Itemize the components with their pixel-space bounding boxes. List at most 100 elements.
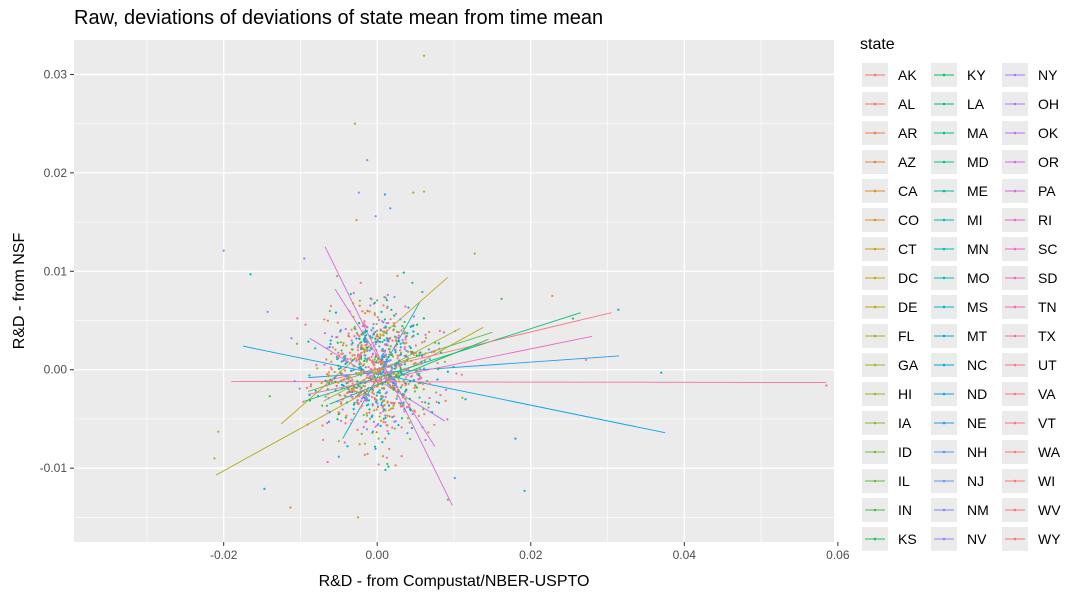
data-point: [363, 378, 366, 382]
data-point: [333, 370, 336, 374]
legend-label: NH: [967, 444, 987, 460]
data-point: [399, 346, 402, 349]
data-point: [330, 352, 333, 356]
data-point: [392, 381, 395, 385]
data-point: [408, 421, 411, 424]
data-point: [326, 460, 329, 464]
data-point: [352, 388, 355, 391]
legend-label: HI: [898, 386, 912, 402]
data-point: [375, 348, 378, 352]
legend-item-nd: ND: [931, 382, 987, 406]
data-point: [326, 380, 329, 384]
data-point: [379, 367, 383, 370]
data-point: [399, 402, 402, 405]
data-point: [361, 324, 364, 328]
legend-key-point: [873, 189, 877, 193]
data-point: [379, 328, 382, 331]
data-point: [375, 353, 378, 356]
data-point: [334, 380, 337, 383]
data-point: [389, 207, 392, 210]
data-point: [379, 411, 382, 415]
data-point: [366, 371, 369, 375]
legend-key-point: [942, 363, 946, 367]
data-point: [345, 344, 348, 347]
data-point: [374, 341, 378, 344]
legend-key-point: [873, 305, 877, 309]
data-point: [377, 371, 380, 374]
data-point: [340, 349, 343, 352]
legend-item-ar: AR: [862, 121, 917, 145]
data-point: [386, 424, 389, 427]
data-point: [422, 353, 426, 356]
data-point: [328, 309, 331, 313]
data-point: [375, 335, 378, 338]
data-point: [402, 373, 405, 376]
data-point: [409, 325, 412, 328]
data-point: [396, 274, 399, 277]
legend-key-point: [1013, 160, 1017, 164]
data-point: [376, 405, 380, 408]
data-point: [383, 193, 387, 196]
legend-item-tx: TX: [1002, 324, 1057, 348]
legend-key-point: [1013, 102, 1017, 106]
data-point: [394, 351, 397, 354]
data-point: [420, 360, 423, 363]
data-point: [412, 334, 415, 337]
legend-key-point: [873, 479, 877, 483]
data-point: [420, 376, 423, 379]
data-point: [363, 324, 366, 327]
legend-key-point: [873, 102, 877, 106]
data-point: [360, 357, 363, 360]
data-point: [403, 367, 406, 371]
data-point: [347, 388, 351, 391]
data-point: [421, 425, 424, 429]
legend-label: MN: [967, 241, 989, 257]
legend-key-point: [1013, 276, 1017, 280]
legend-key-point: [873, 73, 877, 77]
data-point: [377, 423, 380, 426]
data-point: [363, 331, 367, 334]
data-point: [361, 368, 364, 371]
data-point: [391, 407, 395, 410]
data-point: [383, 350, 386, 353]
data-point: [374, 330, 377, 334]
data-point: [352, 384, 355, 387]
data-point: [428, 382, 431, 386]
data-point: [350, 328, 353, 331]
data-point: [324, 395, 327, 398]
legend-key-point: [942, 421, 946, 425]
data-point: [358, 354, 361, 357]
data-point: [376, 316, 379, 319]
legend-item-az: AZ: [862, 150, 916, 174]
data-point: [428, 358, 431, 361]
data-point: [381, 383, 384, 386]
data-point: [381, 340, 384, 344]
fit-line-hi: [323, 328, 461, 402]
data-point: [409, 346, 412, 350]
data-point: [427, 406, 430, 409]
data-point: [428, 330, 431, 334]
legend-item-fl: FL: [862, 324, 915, 348]
data-point: [394, 464, 397, 467]
legend-key-point: [873, 131, 877, 135]
data-point: [358, 334, 361, 338]
data-point: [425, 379, 429, 383]
data-point: [407, 382, 410, 386]
data-point: [446, 418, 449, 421]
chart-title: Raw, deviations of deviations of state m…: [74, 7, 603, 29]
legend-label: OH: [1038, 96, 1059, 112]
data-point: [380, 358, 383, 361]
data-point: [268, 395, 271, 398]
data-point: [263, 487, 266, 490]
data-point: [371, 391, 374, 394]
data-point: [327, 371, 330, 374]
data-point: [399, 367, 402, 370]
data-point: [337, 381, 340, 384]
data-point: [382, 417, 385, 420]
data-point: [452, 365, 455, 369]
legend-item-ms: MS: [931, 295, 988, 319]
data-point: [345, 374, 348, 377]
data-point: [336, 400, 339, 403]
data-point: [356, 384, 360, 387]
data-point: [372, 392, 375, 395]
